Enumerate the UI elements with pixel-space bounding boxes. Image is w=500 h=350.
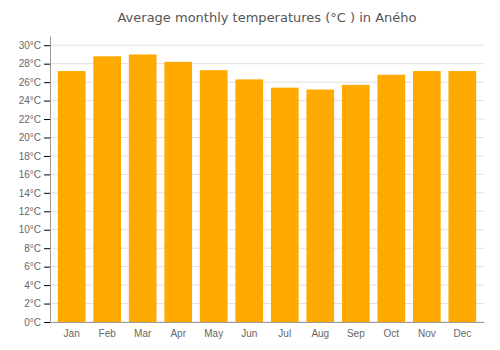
x-axis-line [51, 322, 485, 323]
x-tick: Jan [64, 328, 80, 339]
x-tick: Mar [134, 328, 152, 339]
x-tick-label: Oct [384, 328, 400, 339]
y-axis: 0°C 2°C 4°C 6°C 8°C 10°C 12°C 14°C 16°C 18°C 20°C 2… [19, 37, 51, 328]
x-tick: Sep [347, 328, 365, 339]
x-tick: Jul [278, 328, 291, 339]
y-tick: 26°C [19, 77, 50, 88]
grid-line [50, 45, 484, 46]
y-tick-mark [44, 64, 50, 65]
plot: 0°C 2°C 4°C 6°C 8°C 10°C 12°C 14°C 16°C 18°C 20°C 2… [19, 37, 485, 340]
x-tick-label: Mar [134, 328, 152, 339]
y-tick: 6°C [24, 261, 50, 272]
y-tick: 20°C [19, 132, 50, 143]
y-tick-label: 16°C [19, 169, 41, 180]
bar [93, 56, 121, 322]
y-tick-label: 4°C [24, 280, 41, 291]
x-tick: Oct [384, 328, 400, 339]
x-tick-label: Jun [241, 328, 257, 339]
x-tick-label: Nov [418, 328, 436, 339]
y-tick-label: 10°C [19, 224, 41, 235]
y-tick-label: 2°C [24, 298, 41, 309]
y-tick: 18°C [19, 151, 50, 162]
y-tick-label: 14°C [19, 188, 41, 199]
y-tick: 2°C [24, 298, 50, 309]
x-tick: Feb [99, 328, 117, 339]
y-tick-mark [44, 211, 50, 212]
bar [164, 62, 192, 322]
y-tick-mark [44, 230, 50, 231]
x-tick-label: Dec [453, 328, 471, 339]
bar [413, 71, 441, 322]
y-tick-label: 6°C [24, 261, 41, 272]
y-axis-line [50, 37, 51, 323]
x-tick: Jun [241, 328, 257, 339]
y-tick-mark [44, 82, 50, 83]
y-tick: 8°C [24, 243, 50, 254]
y-tick: 16°C [19, 169, 50, 180]
x-tick-label: Feb [99, 328, 117, 339]
x-tick: Dec [453, 328, 471, 339]
title: Average monthly temperatures (°C ) in An… [117, 10, 416, 25]
y-tick-label: 20°C [19, 132, 41, 143]
y-tick-label: 24°C [19, 95, 41, 106]
y-tick: 10°C [19, 224, 50, 235]
y-tick-mark [44, 267, 50, 268]
bar [271, 88, 299, 322]
y-tick-mark [44, 45, 50, 46]
y-tick: 4°C [24, 280, 50, 291]
x-tick-label: Jan [64, 328, 80, 339]
y-tick-mark [44, 322, 50, 323]
x-tick-label: Apr [170, 328, 186, 339]
bar [129, 54, 157, 322]
x-tick: Aug [311, 328, 329, 339]
grid [50, 45, 484, 322]
chart: 0°C 2°C 4°C 6°C 8°C 10°C 12°C 14°C 16°C 18°C 20°C 2… [0, 0, 500, 350]
y-tick: 24°C [19, 95, 50, 106]
bars [58, 54, 476, 322]
y-tick-label: 0°C [24, 317, 41, 328]
x-axis: Jan Feb Mar Apr May Jun Jul Aug Sep Oct Nov Dec [51, 323, 485, 340]
x-tick: Apr [170, 328, 186, 339]
y-tick-mark [44, 285, 50, 286]
bar [235, 79, 263, 322]
y-tick-mark [44, 304, 50, 305]
y-tick-label: 30°C [19, 40, 41, 51]
bar [58, 71, 86, 322]
y-tick-label: 26°C [19, 77, 41, 88]
bar [342, 85, 370, 322]
bar [448, 71, 476, 322]
x-tick-label: Sep [347, 328, 365, 339]
y-tick-label: 28°C [19, 58, 41, 69]
y-tick: 14°C [19, 188, 50, 199]
y-tick-mark [44, 137, 50, 138]
y-tick: 12°C [19, 206, 50, 217]
y-tick-mark [44, 156, 50, 157]
y-tick-label: 8°C [24, 243, 41, 254]
x-tick: May [204, 328, 223, 339]
y-tick-mark [44, 248, 50, 249]
y-tick-mark [44, 174, 50, 175]
y-tick-label: 12°C [19, 206, 41, 217]
bar [377, 75, 405, 322]
y-tick-mark [44, 119, 50, 120]
y-tick-label: 18°C [19, 151, 41, 162]
y-tick: 22°C [19, 114, 50, 125]
x-tick-label: Aug [311, 328, 329, 339]
y-tick-mark [44, 101, 50, 102]
y-tick: 0°C [24, 317, 50, 328]
y-tick: 30°C [19, 40, 50, 51]
bar [200, 70, 228, 322]
y-tick: 28°C [19, 58, 50, 69]
bar [306, 90, 334, 322]
x-tick-label: May [204, 328, 223, 339]
y-tick-label: 22°C [19, 114, 41, 125]
y-tick-mark [44, 193, 50, 194]
x-tick-label: Jul [278, 328, 291, 339]
x-tick: Nov [418, 328, 436, 339]
